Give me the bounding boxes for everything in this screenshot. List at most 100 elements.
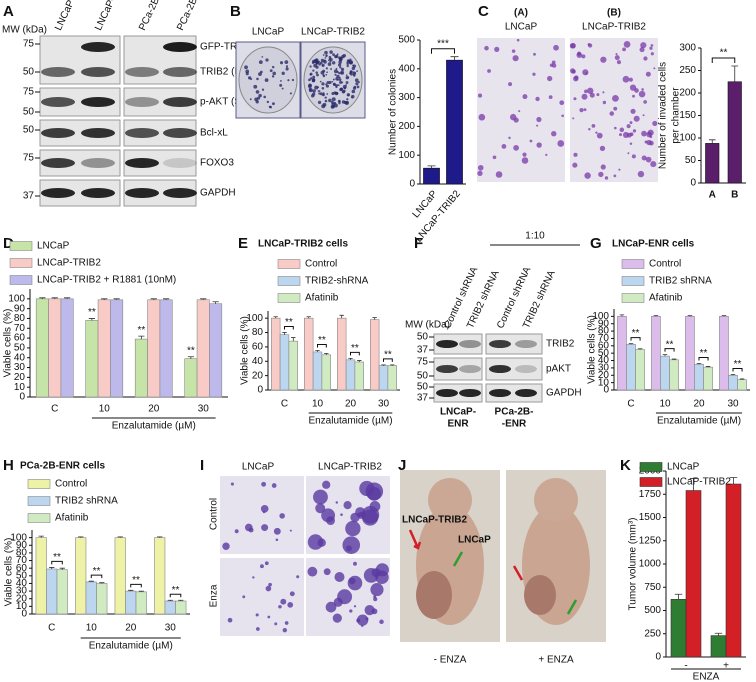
band	[163, 67, 197, 77]
panel-letter: F	[414, 235, 423, 252]
colony	[271, 483, 277, 488]
colony	[339, 80, 343, 84]
colony	[322, 92, 325, 95]
row-label: p-AKT (S473)	[200, 97, 261, 108]
significance-bracket	[732, 368, 743, 372]
invaded-cell	[573, 152, 578, 157]
legend-label: Afatinib	[649, 293, 683, 304]
colony	[345, 84, 347, 86]
micrograph	[220, 558, 304, 636]
colony	[346, 93, 351, 97]
tumor	[416, 571, 452, 619]
y-tick-label: 40	[598, 355, 610, 366]
invaded-cell	[522, 152, 527, 157]
arrow	[566, 599, 578, 615]
colony	[339, 66, 342, 69]
row-label: TRIB2	[546, 339, 575, 350]
mw-label: 37	[417, 393, 429, 404]
invaded-cell	[512, 55, 519, 62]
legend-swatch	[277, 259, 301, 269]
error-bar	[291, 337, 296, 342]
y-tick-label: 100	[679, 133, 696, 144]
significance: **	[285, 317, 293, 328]
legend-swatch	[621, 276, 645, 286]
image-label: LNCaP	[505, 22, 538, 33]
band	[459, 389, 481, 397]
colony	[249, 98, 252, 101]
colony	[353, 74, 356, 77]
legend-label: TRIB2 shRNA	[55, 496, 118, 507]
mw-label: 50	[23, 67, 35, 78]
colony	[321, 82, 325, 86]
y-tick-label: 0	[690, 178, 696, 189]
invaded-cell	[644, 140, 648, 144]
error-bar	[372, 317, 377, 320]
invaded-cell	[613, 174, 617, 178]
colony	[327, 62, 332, 67]
error-bar	[49, 567, 55, 569]
colony	[345, 74, 348, 77]
colony	[315, 65, 319, 69]
band	[515, 340, 537, 348]
colony	[350, 512, 360, 523]
bar	[48, 298, 62, 398]
band	[125, 97, 159, 107]
invaded-cell	[494, 46, 500, 52]
ratio: 1:10	[525, 231, 545, 242]
invaded-cell	[557, 140, 565, 147]
caption: - ENZA	[434, 655, 467, 666]
blot	[485, 333, 543, 355]
x-tick-label: 30	[727, 399, 739, 410]
bar	[85, 581, 97, 615]
colony	[321, 63, 325, 67]
colony	[351, 66, 356, 71]
invaded-cell	[536, 142, 542, 148]
mw-label: 37	[417, 345, 429, 356]
bar	[446, 59, 463, 185]
y-tick-label: 0	[19, 392, 25, 403]
significance-bracket	[317, 344, 327, 348]
colony	[351, 89, 356, 94]
bar	[175, 600, 187, 615]
band	[41, 67, 75, 77]
invaded-cell	[639, 47, 645, 53]
x-tick-label: 10	[659, 399, 671, 410]
error-bar	[64, 297, 71, 299]
colony	[345, 75, 349, 80]
colony	[282, 627, 288, 633]
error-bar	[381, 364, 386, 366]
mw-label: 75	[23, 153, 35, 164]
significance: **	[93, 566, 101, 577]
invaded-cell	[649, 135, 653, 139]
legend-label: TRIB2-shRNA	[305, 276, 369, 287]
legend-swatch	[27, 496, 51, 506]
legend-swatch	[9, 241, 33, 251]
band	[515, 365, 537, 373]
bar	[110, 299, 124, 398]
error-bar	[187, 356, 194, 359]
error-bar	[450, 56, 459, 61]
significance: **	[632, 328, 640, 339]
colony	[353, 605, 357, 608]
invaded-cell	[619, 127, 625, 133]
colony	[317, 86, 320, 89]
y-axis-label: Number of invaded cells	[658, 62, 669, 169]
colony	[338, 78, 342, 81]
y-tick-label: 50	[598, 348, 610, 359]
invaded-cell	[632, 94, 635, 98]
y-tick-label: 1750	[639, 489, 662, 500]
invaded-cell	[612, 94, 619, 102]
invaded-cell	[587, 87, 594, 94]
colony	[242, 595, 246, 599]
invaded-cell	[613, 106, 618, 111]
colony	[336, 53, 339, 56]
colony	[255, 613, 259, 617]
colony	[330, 100, 334, 104]
y-tick-label: 20	[252, 370, 264, 381]
bar	[651, 316, 661, 391]
significance: **	[720, 48, 728, 59]
y-axis-label: Tumor volume (mm³)	[628, 518, 639, 611]
y-tick-label: 20	[14, 372, 26, 383]
colony	[352, 64, 355, 67]
colony	[279, 83, 283, 87]
